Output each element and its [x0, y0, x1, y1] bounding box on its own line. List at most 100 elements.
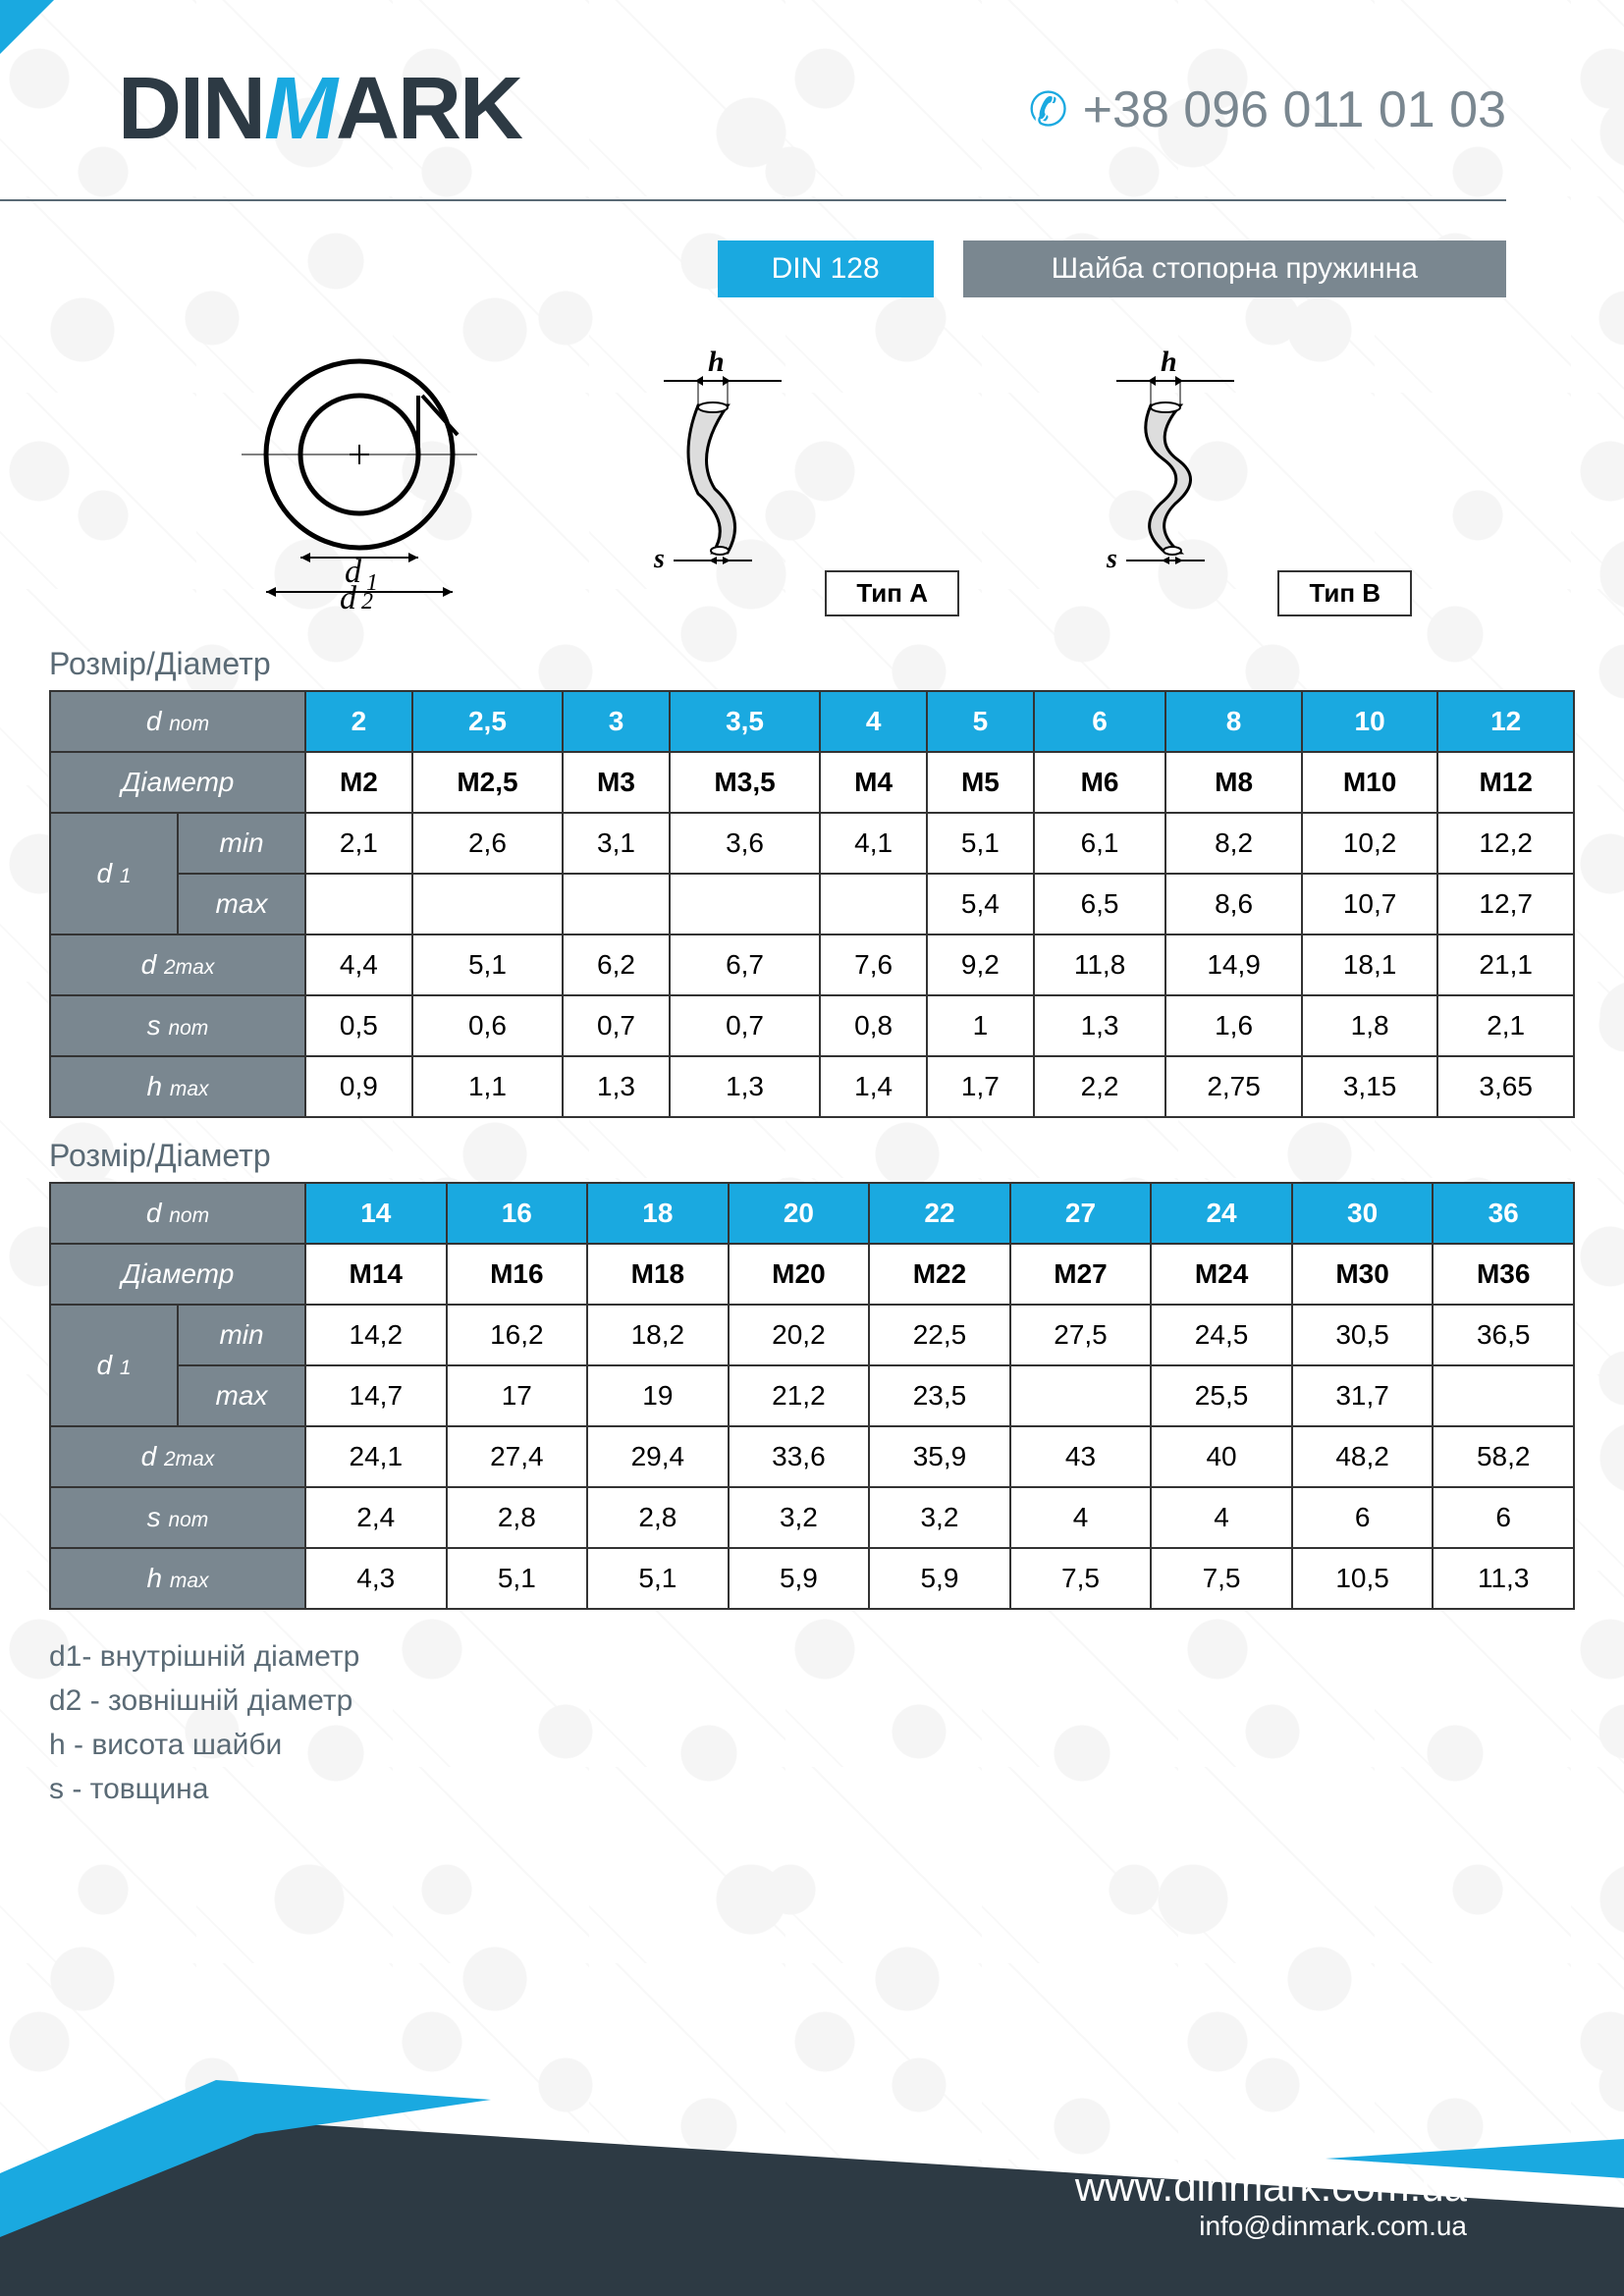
- cell: 14,2: [305, 1305, 447, 1365]
- svg-text:s: s: [1106, 544, 1117, 574]
- cell-diameter: M3: [563, 752, 670, 813]
- cell: 11,3: [1433, 1548, 1574, 1609]
- col-header: 4: [820, 691, 927, 752]
- cell: 7,5: [1010, 1548, 1152, 1609]
- cell: 25,5: [1151, 1365, 1292, 1426]
- col-header: 18: [587, 1183, 729, 1244]
- cell: 8,2: [1165, 813, 1302, 874]
- cell: 10,5: [1292, 1548, 1434, 1609]
- cell: [563, 874, 670, 934]
- cell: 3,2: [729, 1487, 870, 1548]
- cell: 5,1: [412, 934, 563, 995]
- cell: 9,2: [927, 934, 1034, 995]
- cell: 5,1: [587, 1548, 729, 1609]
- phone-block: ✆ +38 096 011 01 03: [1028, 80, 1506, 139]
- cell-diameter: M30: [1292, 1244, 1434, 1305]
- cell: 35,9: [869, 1426, 1010, 1487]
- col-header: 2,5: [412, 691, 563, 752]
- cell: 4,1: [820, 813, 927, 874]
- col-header: 6: [1034, 691, 1166, 752]
- cell: 6,2: [563, 934, 670, 995]
- cell: 0,9: [305, 1056, 412, 1117]
- diagram-type-b: h s Тип B: [1057, 347, 1412, 616]
- title-bar: DIN 128 Шайба стопорна пружинна: [0, 240, 1506, 297]
- cell: [412, 874, 563, 934]
- col-header: 5: [927, 691, 1034, 752]
- logo-part2: M: [264, 60, 336, 158]
- col-header: 20: [729, 1183, 870, 1244]
- cell: 22,5: [869, 1305, 1010, 1365]
- cell: 21,1: [1437, 934, 1574, 995]
- cell: 10,2: [1302, 813, 1438, 874]
- col-header: 12: [1437, 691, 1574, 752]
- type-b-svg: h s: [1057, 347, 1273, 602]
- cell: 6,1: [1034, 813, 1166, 874]
- type-a-label: Тип A: [825, 570, 959, 616]
- cell: 1,6: [1165, 995, 1302, 1056]
- cell: 1,8: [1302, 995, 1438, 1056]
- product-code: DIN 128: [718, 240, 934, 297]
- cell: 19: [587, 1365, 729, 1426]
- cell: [305, 874, 412, 934]
- logo-part3: ARK: [336, 60, 521, 158]
- svg-text:d: d: [340, 580, 357, 612]
- cell: 3,65: [1437, 1056, 1574, 1117]
- cell: 58,2: [1433, 1426, 1574, 1487]
- row-header-hmax: h max: [50, 1548, 305, 1609]
- cell-diameter: M8: [1165, 752, 1302, 813]
- cell: 0,8: [820, 995, 927, 1056]
- cell: [820, 874, 927, 934]
- row-header-d1: d 1: [50, 813, 178, 934]
- cell: 0,5: [305, 995, 412, 1056]
- cell: 3,2: [869, 1487, 1010, 1548]
- cell: 2,1: [305, 813, 412, 874]
- row-header-max: max: [178, 1365, 305, 1426]
- cell: 6,7: [670, 934, 820, 995]
- cell: 5,1: [447, 1548, 588, 1609]
- svg-text:s: s: [653, 544, 665, 574]
- logo-part1: DIN: [118, 60, 264, 158]
- legend-line: s - товщина: [49, 1767, 1575, 1811]
- cell: 2,1: [1437, 995, 1574, 1056]
- cell: 43: [1010, 1426, 1152, 1487]
- cell: 30,5: [1292, 1305, 1434, 1365]
- cell: 1,3: [670, 1056, 820, 1117]
- cell: 18,1: [1302, 934, 1438, 995]
- cell: 23,5: [869, 1365, 1010, 1426]
- ring-svg: d 1 d 2: [212, 337, 507, 612]
- cell-diameter: M36: [1433, 1244, 1574, 1305]
- cell: 48,2: [1292, 1426, 1434, 1487]
- legend-line: d1- внутрішній діаметр: [49, 1634, 1575, 1679]
- cell: 4: [1010, 1487, 1152, 1548]
- cell: 8,6: [1165, 874, 1302, 934]
- col-header: 24: [1151, 1183, 1292, 1244]
- row-header-snom: s nom: [50, 1487, 305, 1548]
- footer-url: www.dinmark.com.ua: [1075, 2163, 1467, 2211]
- cell: [1433, 1365, 1574, 1426]
- cell: 11,8: [1034, 934, 1166, 995]
- svg-text:h: h: [1161, 347, 1177, 378]
- cell: 6: [1433, 1487, 1574, 1548]
- col-header: 14: [305, 1183, 447, 1244]
- row-header-d2max: d 2max: [50, 1426, 305, 1487]
- cell: 12,7: [1437, 874, 1574, 934]
- col-header: 22: [869, 1183, 1010, 1244]
- cell: 36,5: [1433, 1305, 1574, 1365]
- phone-number: +38 096 011 01 03: [1083, 80, 1506, 139]
- spec-table-2: d nom141618202227243036ДіаметрM14M16M18M…: [49, 1182, 1575, 1610]
- cell: 31,7: [1292, 1365, 1434, 1426]
- cell: 5,9: [869, 1548, 1010, 1609]
- cell-diameter: M2,5: [412, 752, 563, 813]
- col-header: 27: [1010, 1183, 1152, 1244]
- cell: 2,4: [305, 1487, 447, 1548]
- cell: 4: [1151, 1487, 1292, 1548]
- cell: 4,4: [305, 934, 412, 995]
- cell-diameter: M6: [1034, 752, 1166, 813]
- logo: DINMARK: [118, 59, 521, 160]
- cell: 1,3: [1034, 995, 1166, 1056]
- cell: 4,3: [305, 1548, 447, 1609]
- cell: 29,4: [587, 1426, 729, 1487]
- cell: 2,75: [1165, 1056, 1302, 1117]
- footer-email: info@dinmark.com.ua: [1075, 2211, 1467, 2242]
- cell-diameter: M2: [305, 752, 412, 813]
